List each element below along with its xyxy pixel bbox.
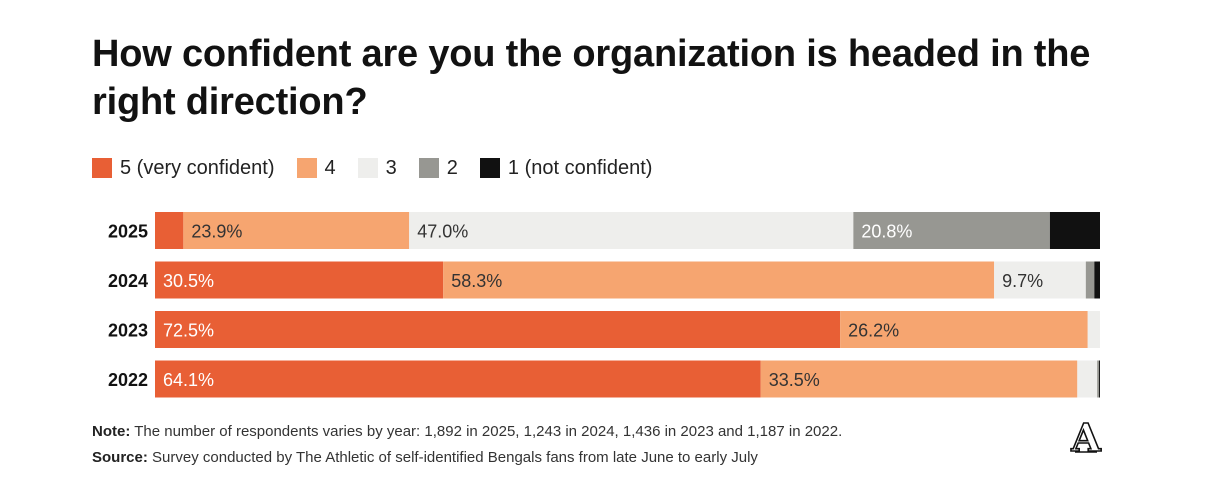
legend-swatch-4 [296, 158, 317, 178]
note-text: The number of respondents varies by year… [130, 423, 843, 440]
chart-note: Note: The number of respondents varies b… [92, 422, 842, 442]
bar-segment-2022-4 [1099, 360, 1100, 398]
category-label-2025: 2025 [108, 222, 148, 242]
bar-segment-2023-1 [840, 311, 1088, 348]
data-label-2024-2: 9.7% [1002, 271, 1043, 291]
chart-source: Source: Survey conducted by The Athletic… [92, 448, 758, 468]
source-text: Survey conducted by The Athletic of self… [147, 449, 758, 466]
bar-segment-2023-2 [1087, 311, 1100, 348]
legend-label-2: 2 [446, 156, 458, 179]
bar-segment-2024-0 [155, 261, 444, 299]
data-label-2023-0: 72.5% [163, 321, 214, 341]
bar-segment-2023-0 [155, 311, 841, 348]
data-label-2022-1: 33.5% [769, 370, 820, 390]
bar-segment-2022-3 [1097, 360, 1100, 398]
bar-segment-2024-2 [994, 261, 1086, 299]
legend-label-5: 5 (very confident) [120, 156, 275, 179]
bar-segment-2024-1 [443, 261, 995, 299]
legend-swatch-2 [418, 158, 439, 178]
legend-item-4: 4 [296, 156, 336, 180]
data-label-2025-2: 47.0% [417, 222, 468, 242]
data-label-2023-1: 26.2% [848, 321, 899, 341]
bar-segment-2024-3 [1085, 261, 1095, 299]
legend-label-3: 3 [385, 156, 397, 179]
data-label-2024-0: 30.5% [163, 271, 214, 291]
bar-segment-2025-1 [183, 212, 410, 249]
legend-label-4: 4 [324, 156, 336, 179]
bar-segment-2025-2 [409, 212, 854, 249]
source-prefix: Source: [92, 449, 148, 466]
data-label-2022-0: 64.1% [163, 370, 214, 390]
logo-letter: A [1070, 418, 1101, 456]
athletic-logo-icon: A [1068, 414, 1104, 461]
legend-item-3: 3 [357, 156, 397, 180]
legend-label-1: 1 (not confident) [507, 156, 653, 179]
bar-segment-2025-3 [853, 212, 1050, 249]
bar-segment-2024-4 [1094, 261, 1100, 299]
data-label-2025-3: 20.8% [861, 222, 912, 242]
stacked-bar-chart: 2025 23.9% 47.0% 20.8% 2024 30.5% 58.3% 9.7% 202… [108, 212, 1100, 398]
legend-swatch-1 [479, 158, 500, 178]
data-label-2024-1: 58.3% [451, 271, 502, 291]
bar-segment-2025-0 [155, 212, 184, 249]
chart-legend: 5 (very confident) 4 3 2 1 (not confiden… [92, 154, 674, 182]
legend-item-1: 1 (not confident) [479, 156, 653, 180]
legend-item-2: 2 [418, 156, 458, 180]
bar-segment-2022-2 [1077, 360, 1098, 398]
legend-swatch-3 [357, 158, 378, 178]
bar-segment-2022-1 [760, 360, 1078, 398]
category-label-2024: 2024 [108, 271, 148, 291]
category-label-2023: 2023 [108, 321, 148, 341]
legend-swatch-5 [92, 158, 112, 178]
bar-segment-2022-0 [155, 360, 761, 398]
bar-segment-2025-4 [1049, 212, 1100, 249]
category-label-2022: 2022 [108, 370, 148, 390]
chart-title: How confident are you the organization i… [92, 33, 1091, 123]
data-label-2025-1: 23.9% [191, 222, 242, 242]
legend-item-5: 5 (very confident) [92, 157, 275, 180]
note-prefix: Note: [92, 423, 131, 440]
